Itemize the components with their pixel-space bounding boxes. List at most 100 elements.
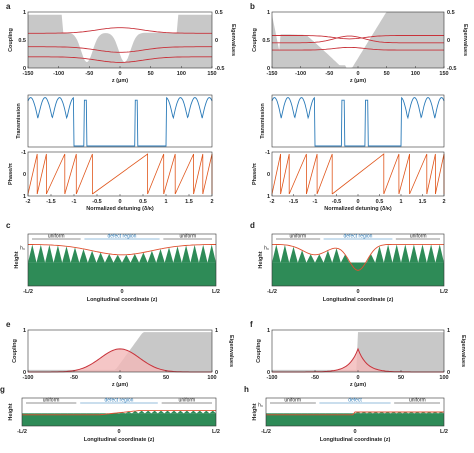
- grating-tooth-g: [209, 410, 216, 414]
- phase-x-b-tick-label: 0: [356, 199, 359, 205]
- phase-x-a-tick-label: 0: [118, 199, 121, 205]
- grating-tooth-d: [366, 254, 376, 263]
- coupling-x-b-tick-label: -50: [325, 71, 333, 77]
- region-label-right-d: uniform: [410, 234, 427, 240]
- grating-ylabel-c: Height: [14, 251, 20, 268]
- coupling-xlabel-f: z (μm): [350, 382, 366, 388]
- grating-tooth-h: [277, 413, 284, 415]
- eigenvalue-line-b: [272, 35, 444, 44]
- phase-x-b-tick-label: 0.5: [376, 199, 384, 205]
- grating-xlabel-d: Longitudinal coordinate (z): [323, 297, 394, 303]
- grating-tooth-h: [378, 412, 385, 414]
- grating-tooth-g: [203, 410, 210, 414]
- grating-tooth-c: [173, 246, 182, 263]
- grating-body-g: [22, 413, 216, 426]
- panel-letter-g: g: [0, 385, 5, 394]
- coupling-x-a-tick-label: 100: [177, 71, 186, 77]
- grating-tooth-c: [130, 253, 140, 263]
- grating-tooth-h: [355, 412, 361, 414]
- grating-envelope-c: [28, 244, 216, 256]
- eigen-y-e-tick-label: 0: [215, 370, 218, 376]
- grating-tick-label-g: -L/2: [17, 429, 27, 435]
- grating-tooth-c: [156, 249, 165, 263]
- eigen-y-b-tick-label: 0: [447, 38, 450, 44]
- grating-tooth-g: [28, 413, 35, 415]
- phase-segment-a: [27, 153, 38, 195]
- grating-xlabel-c: Longitudinal coordinate (z): [87, 297, 158, 303]
- grating-frame-c: [27, 233, 217, 287]
- region-label-center-g: defect region: [105, 398, 134, 404]
- coupling-xlabel-e: z (μm): [112, 382, 128, 388]
- grating-tooth-c: [62, 246, 71, 263]
- grating-tooth-c: [164, 247, 174, 263]
- grating-ylabel-h: Height: [252, 403, 258, 420]
- coupling-x-e-tick-label: 100: [207, 375, 216, 381]
- coupling-x-b-tick-label: 150: [439, 71, 448, 77]
- grating-tooth-d: [392, 244, 401, 263]
- grating-tooth-g: [54, 413, 61, 415]
- grating-tooth-d: [401, 244, 410, 263]
- grating-tooth-g: [34, 413, 42, 415]
- transmission-frame-a: [27, 94, 213, 148]
- coupling-x-a-tick-label: -100: [53, 71, 64, 77]
- grating-tooth-c: [190, 244, 199, 263]
- grating-tooth-g: [196, 410, 204, 414]
- grating-tooth-h: [372, 412, 379, 414]
- phase-segment-a: [163, 153, 176, 195]
- phase-segment-b: [409, 153, 428, 195]
- grating-tooth-g: [151, 410, 158, 414]
- coupling-x-b-tick-label: 50: [384, 71, 390, 77]
- grating-tooth-h: [360, 412, 367, 414]
- grating-tooth-h: [366, 412, 373, 414]
- coupling-fill-b: [272, 12, 444, 68]
- coupling-fill-e: [28, 332, 212, 372]
- grating-tooth-d: [375, 246, 384, 263]
- eigen-y-f-tick-label: 1: [447, 328, 450, 334]
- region-label-left-h: uniform: [284, 398, 301, 404]
- grating-h0-c: h₀: [20, 246, 25, 252]
- grating-body-c: [28, 262, 216, 286]
- phase-segment-a: [147, 153, 165, 195]
- grating-tooth-h: [331, 413, 338, 415]
- grating-tooth-h: [283, 413, 290, 415]
- panel-letter-d: d: [250, 221, 255, 230]
- eigen-ylabel-a: Eigenvalues: [230, 24, 236, 56]
- coupling-fill-a: [28, 14, 212, 69]
- phase-x-a-tick-label: -2: [26, 199, 31, 205]
- grating-tooth-g: [60, 413, 68, 415]
- grating-xlabel-h: Longitudinal coordinate (z): [320, 437, 391, 443]
- grating-tooth-g: [131, 410, 139, 414]
- coupling-y-a-tick-label: 1: [23, 10, 26, 16]
- region-label-center-c: defect region: [108, 234, 137, 240]
- phase-segment-b: [331, 153, 385, 195]
- grating-tooth-g: [144, 410, 152, 414]
- grating-h0-h: h₀: [258, 402, 263, 408]
- eigen-ylabel-e: Eigenvalues: [228, 335, 234, 367]
- phase-ylabel-a: Phase/π: [8, 162, 14, 185]
- phase-x-b-tick-label: -1.5: [289, 199, 298, 205]
- grating-tooth-g: [177, 410, 184, 414]
- phase-x-b-tick-label: 2: [442, 199, 445, 205]
- grating-tooth-d: [272, 244, 281, 263]
- phase-segment-b: [426, 153, 436, 195]
- grating-tooth-g: [125, 411, 132, 414]
- grating-tooth-g: [190, 410, 197, 414]
- phase-x-a-tick-label: 2: [210, 199, 213, 205]
- grating-tooth-d: [435, 244, 444, 263]
- coupling-ylabel-e: Coupling: [12, 339, 18, 363]
- grating-tooth-d: [323, 250, 333, 263]
- transmission-frame-b: [271, 94, 445, 148]
- coupling-x-b-tick-label: -150: [266, 71, 277, 77]
- grating-tooth-h: [384, 412, 391, 414]
- grating-tooth-c: [28, 244, 37, 263]
- grating-frame-h: [265, 397, 445, 427]
- grating-tooth-g: [80, 413, 87, 415]
- grating-tooth-d: [383, 244, 393, 263]
- grating-tooth-c: [181, 245, 191, 263]
- phase-ylabel-b: Phase/π: [252, 162, 258, 185]
- grating-tooth-g: [93, 413, 100, 415]
- phase-segment-a: [36, 153, 47, 195]
- grating-tooth-h: [289, 413, 296, 415]
- region-label-left-d: uniform: [289, 234, 306, 240]
- grating-envelope-d: [272, 243, 444, 271]
